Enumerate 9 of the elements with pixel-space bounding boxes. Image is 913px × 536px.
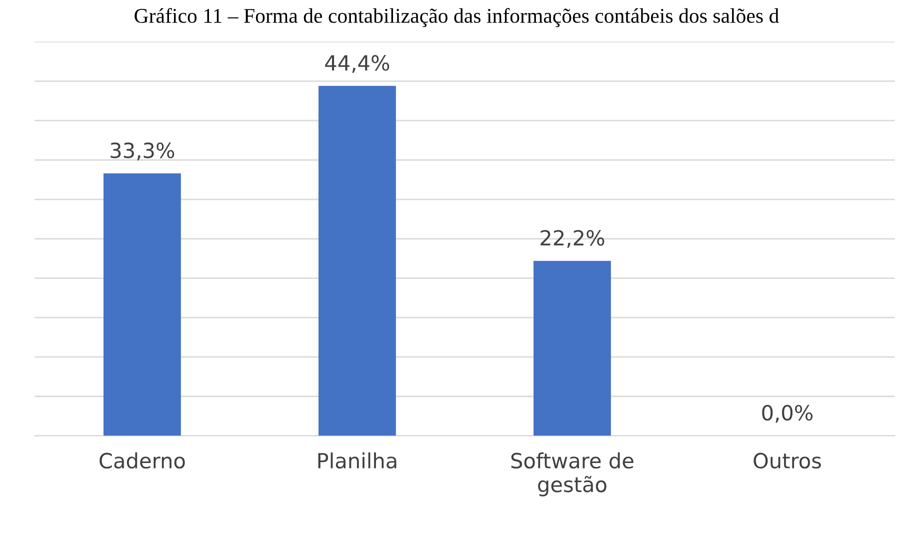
data-label: 22,2% — [540, 230, 604, 248]
x-tick-label: Outros — [754, 452, 821, 469]
x-tick-label: Planilha — [318, 452, 396, 469]
data-label: 33,3% — [110, 142, 174, 160]
chart-title: Gráfico 11 – Forma de contabilização das informações contábeis dos salões d — [134, 8, 779, 28]
x-tick-label: Software de gestão — [511, 452, 634, 496]
x-tick-label: Caderno — [100, 452, 185, 469]
data-label: 0,0% — [762, 404, 813, 423]
data-label: 44,4% — [325, 55, 390, 73]
